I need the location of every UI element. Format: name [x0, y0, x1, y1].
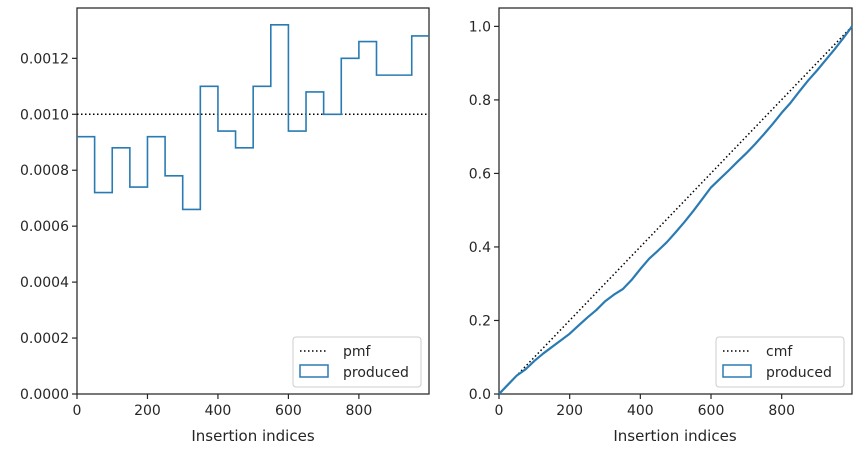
cmf-chart: 0.0 0.2 0.4 0.6 0.8 1.0 0 200 400 600 800 Inserti… [469, 7, 853, 445]
cmf-y-tick-label: 0.8 [469, 93, 491, 109]
pmf-x-axis-label: Insertion indices [191, 427, 314, 445]
pmf-y-ticks: 0.0000 0.0002 0.0004 0.0006 0.0008 0.0010 0.00… [20, 51, 77, 403]
pmf-x-tick-label: 600 [275, 403, 302, 419]
pmf-x-tick-label: 800 [346, 403, 373, 419]
pmf-x-tick-label: 200 [134, 403, 161, 419]
pmf-y-tick-label: 0.0004 [20, 275, 69, 291]
cmf-x-axis-label: Insertion indices [613, 427, 736, 445]
pmf-marks [77, 23, 429, 211]
pmf-y-tick-label: 0.0010 [20, 107, 69, 123]
cmf-x-tick-label: 800 [768, 403, 795, 419]
pmf-y-tick-label: 0.0008 [20, 163, 69, 179]
cmf-marks [498, 25, 853, 395]
pmf-legend-box [292, 336, 422, 388]
cmf-x-ticks: 0 200 400 600 800 [495, 394, 795, 419]
pmf-legend-label: pmf [343, 344, 372, 360]
cmf-plot-frame [498, 7, 853, 395]
produced-cumulative-curve [498, 25, 853, 395]
pmf-chart: 0.0000 0.0002 0.0004 0.0006 0.0008 0.0010 0.00… [20, 7, 430, 445]
pmf-legend: pmf produced [292, 336, 422, 388]
cmf-reference-line [498, 25, 853, 395]
produced-cdf-legend-swatch [722, 364, 752, 378]
cmf-legend-box [715, 336, 845, 388]
cmf-y-tick-label: 0.4 [469, 240, 491, 256]
cmf-y-tick-label: 1.0 [469, 19, 491, 35]
cmf-x-tick-label: 0 [495, 403, 504, 419]
pmf-x-tick-label: 400 [205, 403, 232, 419]
cmf-y-tick-label: 0.2 [469, 313, 491, 329]
cmf-x-tick-label: 200 [556, 403, 583, 419]
cmf-y-ticks: 0.0 0.2 0.4 0.6 0.8 1.0 [469, 19, 499, 403]
pmf-y-tick-label: 0.0002 [20, 331, 69, 347]
pmf-plot-frame [76, 7, 430, 395]
produced-cdf-legend-label: produced [766, 365, 832, 381]
produced-legend-swatch [299, 364, 329, 378]
cmf-x-tick-label: 600 [698, 403, 725, 419]
pmf-x-ticks: 0 200 400 600 800 [73, 394, 373, 419]
pmf-x-tick-label: 0 [73, 403, 82, 419]
cmf-legend: cmf produced [715, 336, 845, 388]
pmf-y-tick-label: 0.0006 [20, 219, 69, 235]
cmf-y-tick-label: 0.6 [469, 166, 491, 182]
produced-histogram [77, 23, 429, 211]
cmf-y-tick-label: 0.0 [469, 387, 491, 403]
pmf-y-tick-label: 0.0012 [20, 51, 69, 67]
pmf-y-tick-label: 0.0000 [20, 387, 69, 403]
cmf-x-tick-label: 400 [627, 403, 654, 419]
produced-legend-label: produced [343, 365, 409, 381]
cmf-legend-label: cmf [766, 344, 793, 360]
